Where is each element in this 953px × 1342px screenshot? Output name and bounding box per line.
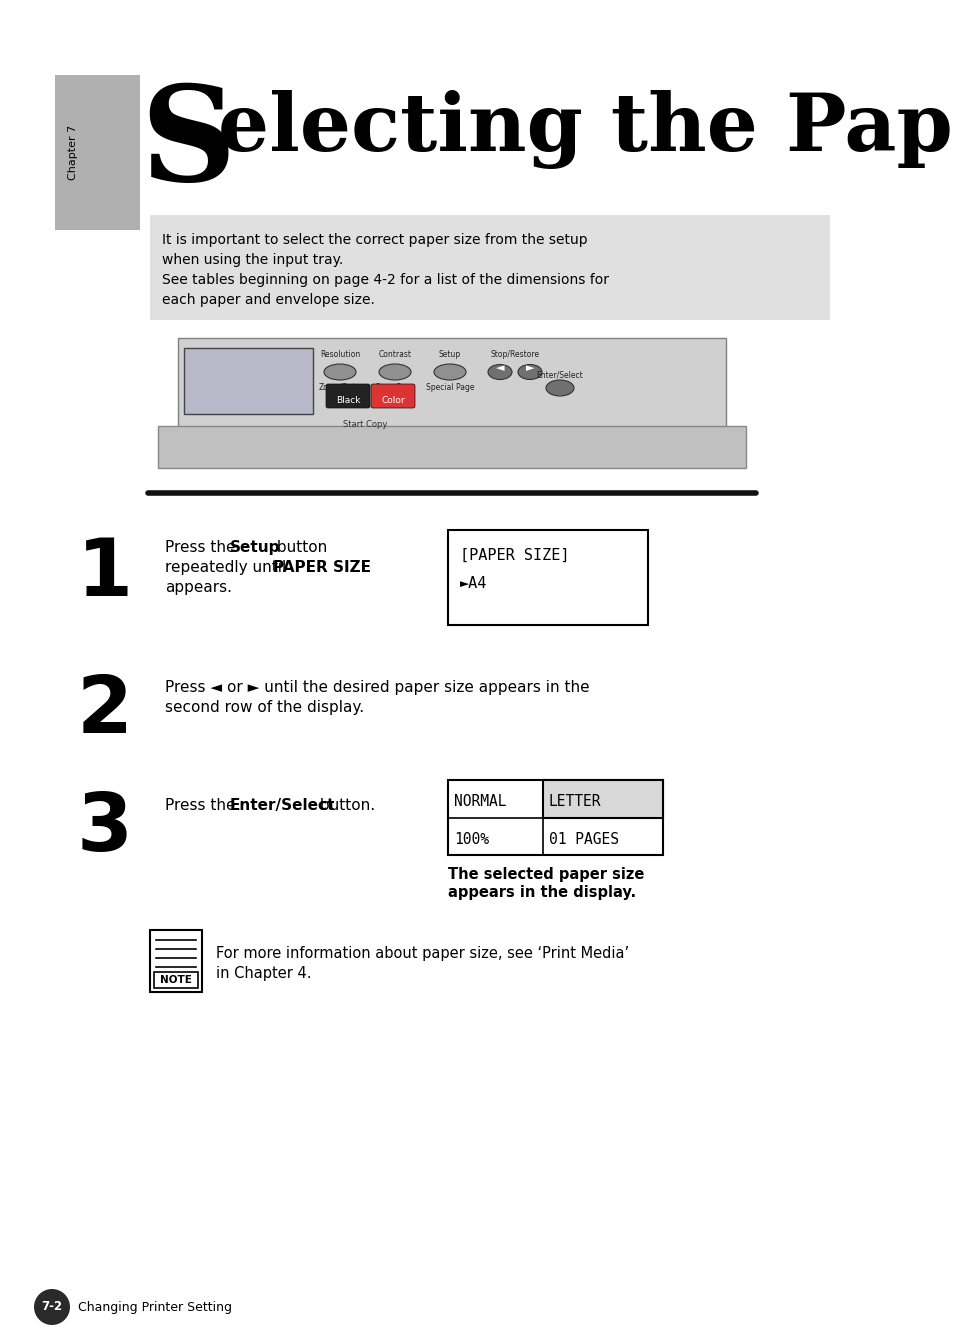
Ellipse shape <box>545 380 574 396</box>
FancyBboxPatch shape <box>326 384 370 408</box>
Text: Stop/Restore: Stop/Restore <box>490 350 539 360</box>
Text: For more information about paper size, see ‘Print Media’: For more information about paper size, s… <box>215 946 628 961</box>
Text: each paper and envelope size.: each paper and envelope size. <box>162 293 375 307</box>
Text: appears in the display.: appears in the display. <box>448 884 636 900</box>
Text: appears.: appears. <box>165 580 232 595</box>
Text: electing the Paper Size: electing the Paper Size <box>218 90 953 169</box>
Text: ►: ► <box>525 362 534 373</box>
Text: in Chapter 4.: in Chapter 4. <box>215 966 312 981</box>
Ellipse shape <box>517 365 541 380</box>
Text: It is important to select the correct paper size from the setup: It is important to select the correct pa… <box>162 234 587 247</box>
Text: ►A4: ►A4 <box>459 576 487 590</box>
Text: button.: button. <box>314 798 375 813</box>
Circle shape <box>34 1290 70 1325</box>
Text: 1: 1 <box>77 535 132 613</box>
Text: Chapter 7: Chapter 7 <box>68 125 78 180</box>
Text: Enter/Select: Enter/Select <box>536 370 583 378</box>
Text: [PAPER SIZE]: [PAPER SIZE] <box>459 548 569 564</box>
Text: Press the: Press the <box>165 798 240 813</box>
FancyBboxPatch shape <box>158 425 745 468</box>
Text: 01 PAGES: 01 PAGES <box>548 832 618 847</box>
FancyBboxPatch shape <box>55 75 140 229</box>
Text: S: S <box>140 81 235 209</box>
Text: Black: Black <box>335 396 360 405</box>
FancyBboxPatch shape <box>371 384 415 408</box>
Text: Copy Page: Copy Page <box>375 382 415 392</box>
Text: 100%: 100% <box>454 832 489 847</box>
FancyBboxPatch shape <box>178 338 725 428</box>
FancyBboxPatch shape <box>150 930 202 992</box>
Text: Setup: Setup <box>438 350 460 360</box>
Text: Resolution: Resolution <box>319 350 359 360</box>
FancyBboxPatch shape <box>448 780 662 855</box>
Text: when using the input tray.: when using the input tray. <box>162 254 343 267</box>
Text: Special Page: Special Page <box>425 382 474 392</box>
FancyBboxPatch shape <box>184 348 313 413</box>
Text: See tables beginning on page 4-2 for a list of the dimensions for: See tables beginning on page 4-2 for a l… <box>162 272 608 287</box>
Text: Color: Color <box>381 396 404 405</box>
FancyBboxPatch shape <box>448 530 647 625</box>
Ellipse shape <box>488 365 512 380</box>
Text: PAPER SIZE: PAPER SIZE <box>273 560 371 574</box>
Text: Press ◄ or ► until the desired paper size appears in the: Press ◄ or ► until the desired paper siz… <box>165 680 589 695</box>
Text: Enter/Select: Enter/Select <box>230 798 335 813</box>
Text: The selected paper size: The selected paper size <box>448 867 643 882</box>
Text: Changing Printer Setting: Changing Printer Setting <box>78 1300 232 1314</box>
FancyBboxPatch shape <box>150 215 829 319</box>
Text: button: button <box>272 539 327 556</box>
Ellipse shape <box>434 364 465 380</box>
Text: LETTER: LETTER <box>548 794 600 809</box>
Text: Zoom/Rate: Zoom/Rate <box>318 382 361 392</box>
FancyBboxPatch shape <box>153 972 198 988</box>
Text: NOTE: NOTE <box>160 976 192 985</box>
Text: Start Copy: Start Copy <box>342 420 387 429</box>
Text: Contrast: Contrast <box>378 350 411 360</box>
Ellipse shape <box>378 364 411 380</box>
Text: Setup: Setup <box>230 539 280 556</box>
Text: second row of the display.: second row of the display. <box>165 701 364 715</box>
Text: 3: 3 <box>77 790 132 868</box>
Text: Press the: Press the <box>165 539 240 556</box>
Text: NORMAL: NORMAL <box>454 794 506 809</box>
Text: 2: 2 <box>77 672 132 750</box>
Text: ◄: ◄ <box>496 362 504 373</box>
FancyBboxPatch shape <box>542 780 662 817</box>
Ellipse shape <box>324 364 355 380</box>
Text: repeatedly until: repeatedly until <box>165 560 291 574</box>
Text: 7-2: 7-2 <box>41 1300 63 1314</box>
